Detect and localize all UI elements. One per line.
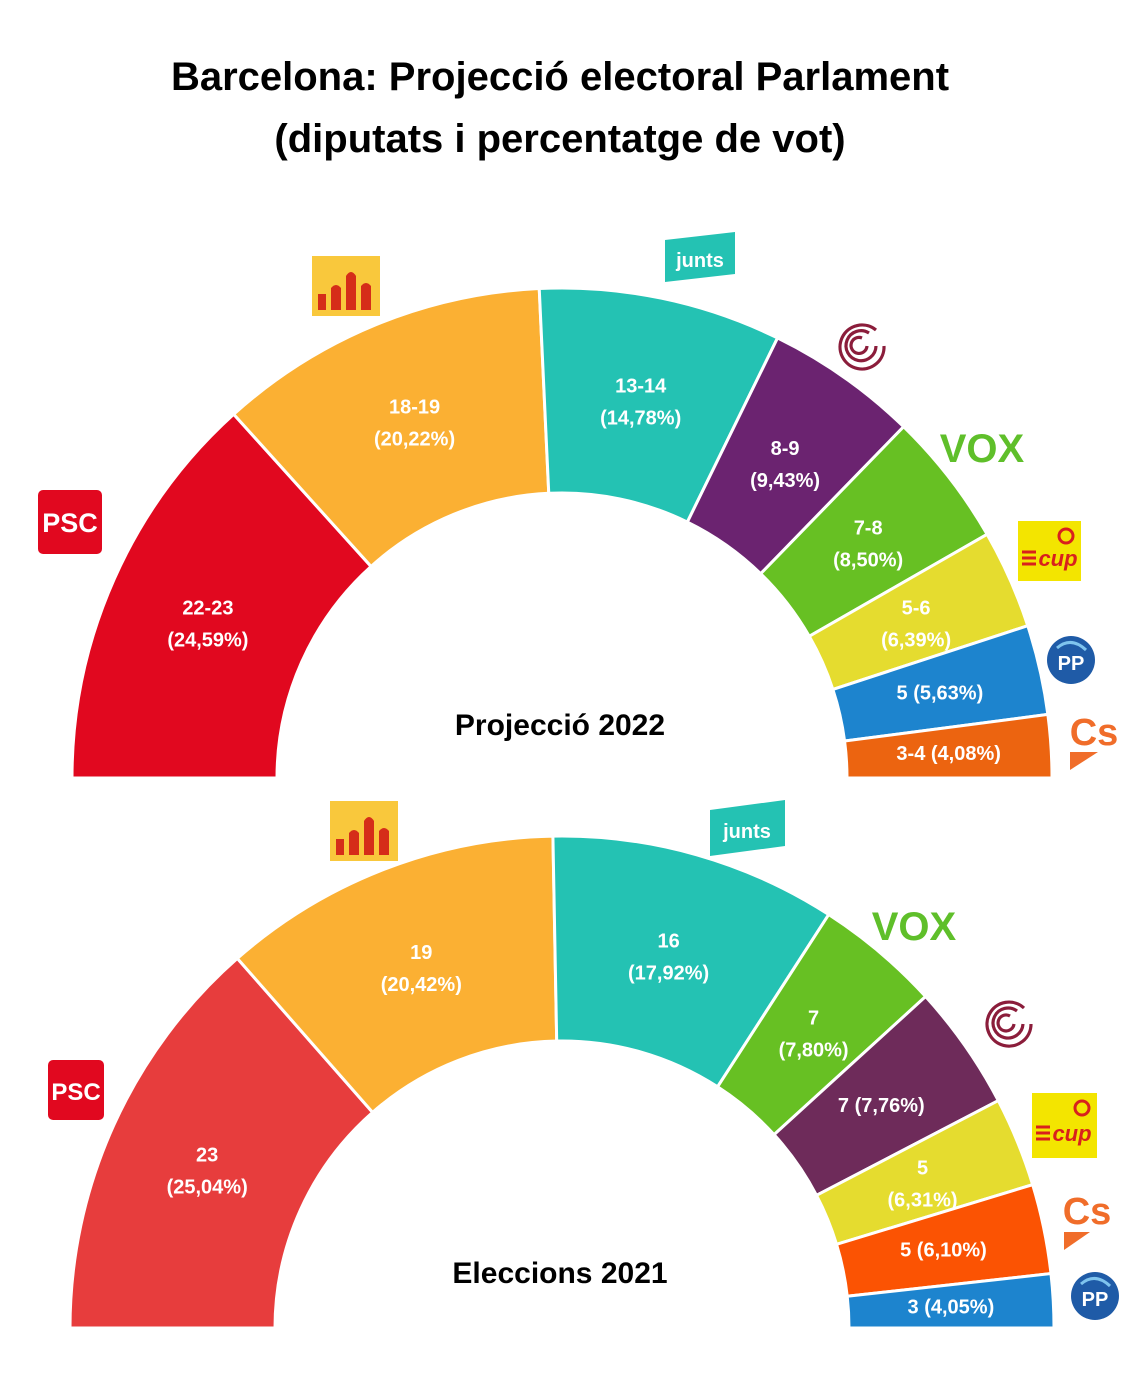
- segment-percent-comuns: (9,43%): [750, 470, 820, 492]
- cup-logo-text: cup: [1052, 1121, 1091, 1146]
- cup-logo-bottom: cup: [1032, 1093, 1097, 1158]
- erc-logo-bottom: [330, 801, 398, 861]
- psc-logo-text: PSC: [42, 508, 98, 538]
- segment-seats-vox: 7: [808, 1008, 819, 1030]
- segment-erc: [231, 286, 551, 569]
- cs-logo-bottom: Cs: [1063, 1191, 1112, 1250]
- vox-logo-text: VOX: [940, 427, 1025, 471]
- psc-logo-top: PSC: [38, 490, 102, 554]
- segment-label-pp: 5 (5,63%): [897, 682, 984, 704]
- segment-seats-junts: 16: [657, 930, 679, 952]
- segment-label-comuns: 7 (7,76%): [838, 1095, 925, 1117]
- pp-logo-top: PP: [1047, 636, 1095, 684]
- segment-label-cs: 3-4 (4,08%): [896, 743, 1001, 765]
- cs-logo-text: Cs: [1063, 1191, 1112, 1233]
- segment-seats-psc: 23: [196, 1144, 218, 1166]
- cs-logo-top: Cs: [1070, 712, 1119, 770]
- segment-cs: [842, 712, 1054, 780]
- junts-logo-bottom: junts: [710, 800, 785, 856]
- segment-percent-vox: (8,50%): [833, 549, 903, 571]
- segment-percent-cup: (6,39%): [881, 630, 951, 652]
- segment-seats-junts: 13-14: [615, 376, 667, 398]
- segment-seats-cup: 5: [917, 1158, 928, 1180]
- segment-pp: [845, 1271, 1056, 1330]
- cup-logo-top: cup: [1018, 521, 1081, 581]
- junts-logo-top: junts: [665, 232, 735, 282]
- hemicycle-eleccions-2021: 23 (25,04%) 19 (20,42%) 16 (17,92%) 7 (7,80%) 7 …: [68, 834, 1056, 1330]
- segment-psc: [68, 956, 375, 1330]
- pp-logo-bottom: PP: [1071, 1272, 1119, 1320]
- junts-logo-text: junts: [722, 821, 771, 843]
- segment-label-cs: 5 (6,10%): [900, 1239, 987, 1261]
- vox-logo-top: VOX: [940, 427, 1025, 471]
- chart-title-line-1: Barcelona: Projecció electoral Parlament: [171, 55, 949, 99]
- segment-seats-cup: 5-6: [902, 598, 931, 620]
- vox-logo-text: VOX: [872, 905, 957, 949]
- segment-percent-cup: (6,31%): [888, 1190, 958, 1212]
- chart-title-line-2: (diputats i percentatge de vot): [274, 117, 845, 161]
- segment-seats-erc: 18-19: [389, 397, 440, 419]
- segment-seats-vox: 7-8: [854, 517, 883, 539]
- segment-seats-comuns: 8-9: [771, 438, 800, 460]
- pp-logo-text: PP: [1058, 653, 1085, 675]
- segment-percent-vox: (7,80%): [779, 1040, 849, 1062]
- hemicycle-projeccio-2022: 22-23 (24,59%) 18-19 (20,22%) 13-14 (14,78%) 8…: [70, 286, 1054, 780]
- cs-logo-text: Cs: [1070, 712, 1119, 754]
- comuns-logo-bottom: [985, 1000, 1033, 1048]
- segment-percent-junts: (14,78%): [600, 408, 681, 430]
- psc-logo-text: PSC: [51, 1079, 100, 1106]
- segment-percent-junts: (17,92%): [628, 962, 709, 984]
- segment-percent-erc: (20,22%): [374, 429, 455, 451]
- segment-seats-erc: 19: [410, 942, 432, 964]
- segment-seats-psc: 22-23: [182, 598, 233, 620]
- segment-psc: [70, 412, 374, 780]
- junts-logo-text: junts: [675, 250, 724, 272]
- subtitle-eleccions-2021: Eleccions 2021: [452, 1257, 667, 1290]
- segment-percent-psc: (25,04%): [167, 1176, 248, 1198]
- cup-logo-text: cup: [1038, 546, 1077, 571]
- psc-logo-bottom: PSC: [48, 1060, 104, 1120]
- segment-percent-erc: (20,42%): [381, 974, 462, 996]
- segment-percent-psc: (24,59%): [167, 630, 248, 652]
- comuns-logo-top: [838, 323, 886, 371]
- segment-label-pp: 3 (4,05%): [908, 1296, 995, 1318]
- pp-logo-text: PP: [1082, 1289, 1109, 1311]
- erc-logo-top: [312, 256, 380, 316]
- subtitle-projeccio-2022: Projecció 2022: [455, 709, 665, 742]
- vox-logo-bottom: VOX: [872, 905, 957, 949]
